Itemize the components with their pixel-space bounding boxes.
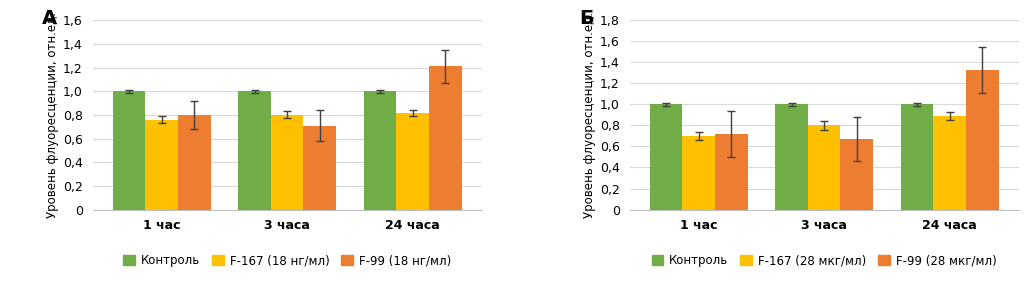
Bar [775, 104, 808, 210]
Bar [682, 136, 715, 210]
Text: Б: Б [579, 9, 594, 28]
Bar [178, 115, 211, 210]
Bar [966, 70, 998, 210]
Bar [113, 91, 145, 210]
Legend: Контроль, F-167 (18 нг/мл), F-99 (18 нг/мл): Контроль, F-167 (18 нг/мл), F-99 (18 нг/… [118, 249, 456, 272]
Bar [304, 126, 336, 210]
Y-axis label: Уровень флуоресценции, отн.ед.: Уровень флуоресценции, отн.ед. [582, 12, 596, 218]
Bar [396, 113, 429, 210]
Bar [271, 115, 304, 210]
Bar [429, 66, 462, 210]
Bar [841, 139, 873, 210]
Bar [649, 104, 682, 210]
Bar [715, 134, 748, 210]
Bar [145, 120, 178, 210]
Text: А: А [42, 9, 58, 28]
Bar [933, 116, 966, 210]
Legend: Контроль, F-167 (28 мкг/мл), F-99 (28 мкг/мл): Контроль, F-167 (28 мкг/мл), F-99 (28 мк… [647, 249, 1001, 272]
Bar [900, 104, 933, 210]
Bar [808, 125, 841, 210]
Y-axis label: Уровень флуоресценции, отн.ед.: Уровень флуоресценции, отн.ед. [45, 12, 59, 218]
Bar [239, 91, 271, 210]
Bar [363, 91, 396, 210]
